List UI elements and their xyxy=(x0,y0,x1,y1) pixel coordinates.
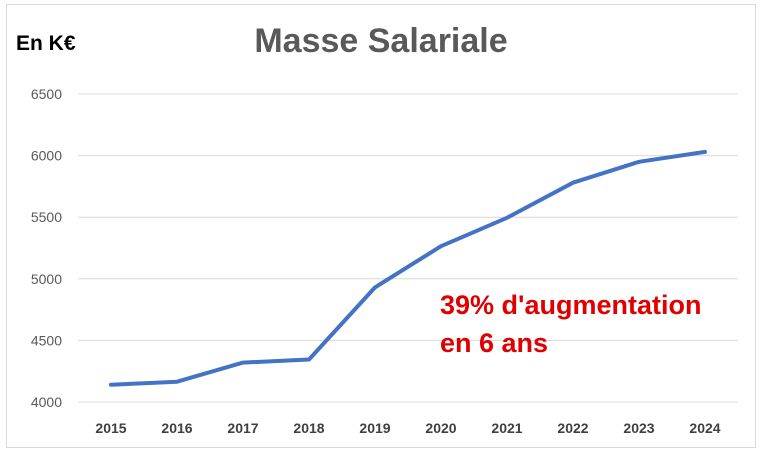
y-tick-label: 4500 xyxy=(31,332,62,348)
x-tick-label: 2019 xyxy=(359,420,390,436)
y-tick-label: 4000 xyxy=(31,394,62,410)
gridlines xyxy=(78,93,738,403)
y-tick-label: 6500 xyxy=(31,86,62,102)
x-tick-label: 2018 xyxy=(293,420,324,436)
x-tick-label: 2021 xyxy=(491,420,522,436)
y-tick-label: 6000 xyxy=(31,148,62,164)
x-tick-label: 2015 xyxy=(95,420,126,436)
unit-label: En K€ xyxy=(16,32,76,55)
y-tick-label: 5000 xyxy=(31,271,62,287)
x-tick-label: 2022 xyxy=(557,420,588,436)
x-tick-label: 2017 xyxy=(227,420,258,436)
growth-annotation: 39% d'augmentation en 6 ans xyxy=(440,286,701,362)
chart-frame xyxy=(6,4,756,448)
annotation-line-2: en 6 ans xyxy=(440,328,549,358)
x-tick-label: 2023 xyxy=(623,420,654,436)
series-group xyxy=(109,149,707,387)
annotation-line-1: 39% d'augmentation xyxy=(440,290,702,320)
series-line xyxy=(109,149,707,387)
chart-title: Masse Salariale xyxy=(254,22,508,60)
x-tick-label: 2020 xyxy=(425,420,456,436)
x-axis-ticks: 2015 2016 2017 2018 2019 2020 2021 2022 2023 2024 xyxy=(95,420,720,436)
y-tick-label: 5500 xyxy=(31,209,62,225)
x-tick-label: 2016 xyxy=(161,420,192,436)
y-axis-ticks: 4000 4500 5000 5500 6000 6500 xyxy=(31,86,62,410)
x-tick-label: 2024 xyxy=(689,420,720,436)
